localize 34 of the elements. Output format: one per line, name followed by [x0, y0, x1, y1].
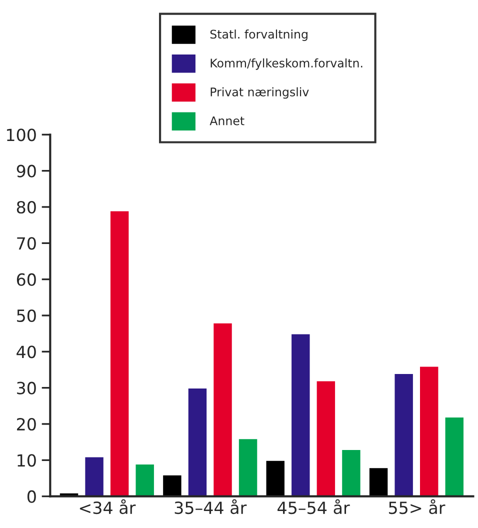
y-tick-label: 80: [16, 200, 36, 214]
x-tick-label: 45–54 år: [278, 499, 350, 514]
bar: [340, 448, 362, 496]
y-tick-label: 10: [18, 454, 36, 467]
bar: [212, 322, 234, 496]
y-tick-label: 90: [16, 164, 36, 178]
bar: [444, 416, 465, 496]
bar: [368, 466, 390, 496]
y-tick-label: 40: [16, 346, 36, 358]
bar: [418, 365, 440, 496]
bar: [109, 210, 130, 496]
y-tick-label: 70: [17, 237, 36, 250]
x-tick-label: <34 år: [80, 499, 136, 514]
x-tick-label: 55> år: [388, 499, 446, 514]
bar: [238, 438, 259, 496]
bar: [84, 456, 105, 496]
y-tick-label: 100: [7, 128, 36, 142]
legend-label: Komm/fylkeskom.forvaltn.: [210, 58, 362, 70]
bar: [162, 474, 183, 496]
y-tick-label: 50: [17, 309, 36, 322]
y-tick-label: 20: [17, 418, 36, 431]
legend-label: Statl. forvaltning: [210, 30, 308, 41]
bar: [186, 387, 208, 496]
y-tick-label: 30: [17, 382, 36, 394]
legend-label: Privat næringsliv: [210, 87, 309, 99]
bar: [315, 380, 336, 496]
x-tick-label: 35–44 år: [174, 499, 247, 514]
bar: [134, 463, 156, 496]
legend-label: Annet: [210, 116, 244, 126]
y-tick-label: 0: [27, 490, 36, 503]
bar: [393, 372, 414, 496]
bar: [290, 332, 312, 496]
bar: [264, 459, 286, 496]
y-tick-label: 60: [16, 273, 36, 286]
